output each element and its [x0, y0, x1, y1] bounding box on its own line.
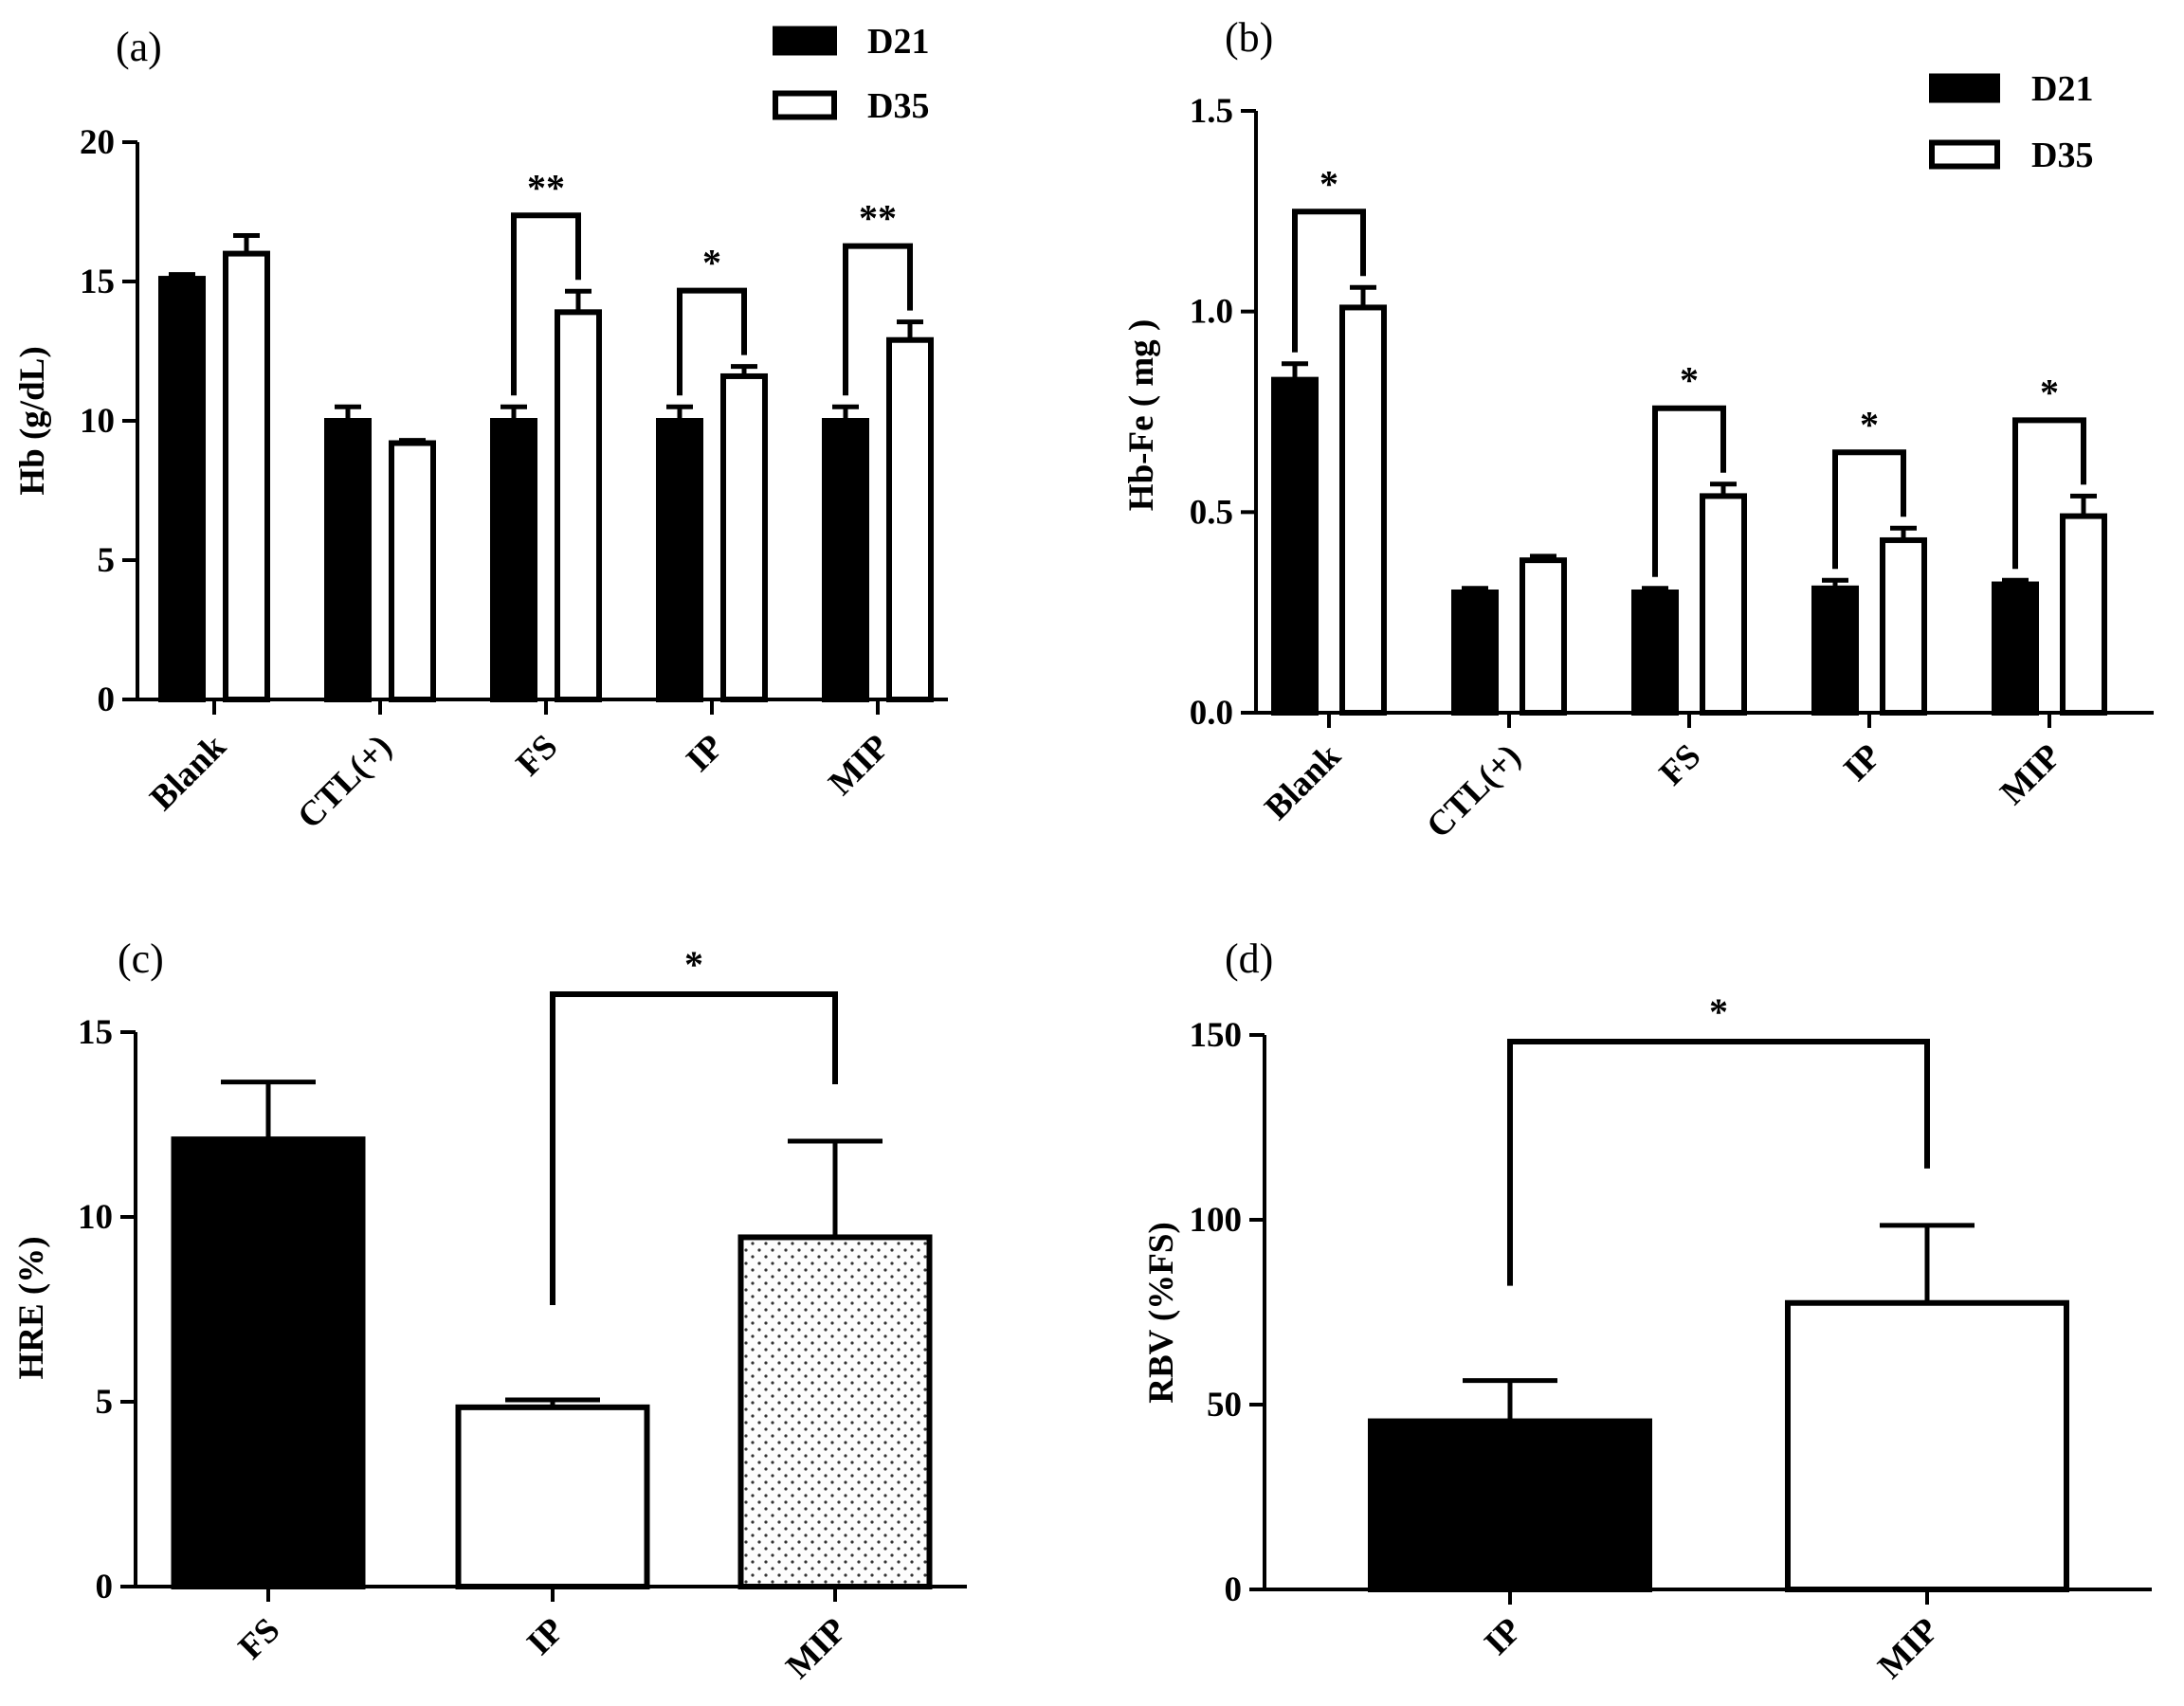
significance-label-d: * — [1709, 990, 1728, 1033]
y-tick-label-a-20: 20 — [80, 123, 115, 162]
category-label-b-blank: Blank — [1257, 736, 1348, 827]
y-tick-label-a-0: 0 — [98, 681, 116, 719]
chart-panel-c: (c) HRE (%) 0 5 10 15 FS IP MIP * — [12, 935, 967, 1686]
legend-label-a-d35: D35 — [867, 86, 929, 126]
bar-b-d35-ip — [1880, 536, 1927, 717]
significance-bracket-d — [1507, 1039, 1930, 1286]
y-tick-label-b-1-5: 1.5 — [1190, 92, 1233, 131]
legend-swatch-b-d35 — [1929, 139, 2000, 170]
category-label-a-ip: IP — [679, 727, 731, 779]
panel-label-a: (a) — [116, 24, 162, 70]
bar-a-d35-ctl — [389, 440, 436, 702]
significance-bracket-b-mip — [2012, 417, 2086, 570]
legend-swatch-a-d35 — [773, 90, 837, 120]
y-tick-label-b-0-5: 0.5 — [1190, 493, 1233, 532]
significance-bracket-a-mip — [843, 243, 913, 396]
bar-c-mip — [737, 1234, 933, 1589]
panel-label-d: (d) — [1225, 935, 1273, 982]
panel-label-b: (b) — [1225, 14, 1273, 61]
y-tick-label-b-0-0: 0.0 — [1190, 694, 1233, 733]
significance-bracket-b-ip — [1832, 449, 1906, 570]
category-label-a-ctl: CTL(+) — [290, 727, 399, 836]
category-label-a-mip: MIP — [822, 727, 898, 803]
y-axis-label-a: Hb (g/dL) — [13, 346, 52, 495]
significance-label-a-ip: * — [702, 242, 721, 284]
bar-b-d21-ip — [1811, 585, 1859, 716]
bar-a-d35-fs — [555, 309, 602, 702]
bar-c-ip — [455, 1404, 650, 1589]
bar-b-d21-ctl — [1451, 590, 1499, 716]
chart-panel-a: (a) Hb (g/dL) 0 5 10 15 20 Blank CTL(+) FS IP MIP… — [13, 22, 948, 836]
significance-bracket-c — [550, 991, 838, 1306]
y-tick-label-c-0: 0 — [96, 1568, 114, 1606]
category-label-c-mip: MIP — [779, 1610, 855, 1686]
bar-a-d21-ip — [656, 418, 703, 702]
bar-c-fs — [171, 1136, 366, 1589]
bar-a-d21-fs — [490, 418, 537, 702]
y-tick-label-c-5: 5 — [96, 1383, 114, 1422]
significance-label-a-mip: ** — [859, 197, 897, 240]
significance-label-b-blank: * — [1320, 162, 1338, 205]
significance-bracket-b-fs — [1652, 405, 1726, 577]
y-tick-label-d-100: 100 — [1190, 1201, 1243, 1240]
significance-label-a-fs: ** — [527, 166, 565, 209]
bar-a-d21-ctl — [324, 418, 372, 702]
panel-label-c: (c) — [118, 935, 164, 982]
bar-b-d35-ctl — [1520, 557, 1567, 717]
category-label-c-fs: FS — [231, 1610, 288, 1667]
category-label-b-fs: FS — [1652, 736, 1709, 793]
legend-label-a-d21: D21 — [867, 22, 929, 62]
legend-swatch-b-d21 — [1929, 73, 2000, 103]
y-tick-label-c-10: 10 — [78, 1198, 113, 1237]
y-axis-label-b: Hb-Fe ( mg ) — [1122, 319, 1161, 511]
y-tick-label-b-1-0: 1.0 — [1190, 293, 1233, 332]
category-label-c-ip: IP — [519, 1610, 572, 1662]
legend-label-b-d35: D35 — [2031, 136, 2093, 175]
category-label-b-mip: MIP — [1993, 736, 2069, 812]
category-label-b-ctl: CTL(+) — [1419, 736, 1528, 845]
bar-b-d21-blank — [1271, 376, 1319, 716]
bar-d-ip — [1368, 1418, 1652, 1593]
significance-bracket-a-fs — [511, 212, 581, 396]
bar-a-d21-blank — [158, 276, 206, 702]
significance-bracket-a-ip — [677, 287, 747, 396]
bar-a-d21-mip — [822, 418, 869, 702]
significance-bracket-b-blank — [1292, 209, 1366, 353]
y-axis-label-c: HRE (%) — [12, 1236, 51, 1379]
chart-panel-d: (d) RBV (%FS) 0 50 100 150 IP MIP * — [1142, 935, 2152, 1686]
category-label-d-ip: IP — [1477, 1610, 1529, 1662]
bar-b-d21-mip — [1992, 581, 2039, 716]
bar-a-d35-ip — [720, 372, 768, 702]
bar-b-d35-blank — [1339, 304, 1387, 716]
y-tick-label-d-0: 0 — [1225, 1570, 1243, 1609]
bar-d-mip — [1785, 1299, 2069, 1592]
y-tick-label-a-10: 10 — [80, 402, 115, 441]
chart-panel-b: (b) Hb-Fe ( mg ) 0.0 0.5 1.0 1.5 Blank CTL(+)… — [1122, 14, 2154, 845]
significance-label-b-ip: * — [1860, 403, 1879, 445]
legend-label-b-d21: D21 — [2031, 69, 2093, 109]
y-tick-label-d-50: 50 — [1207, 1386, 1242, 1425]
bar-b-d21-fs — [1631, 590, 1679, 716]
category-label-b-ip: IP — [1836, 736, 1888, 789]
significance-label-b-mip: * — [2040, 371, 2059, 413]
significance-label-c: * — [684, 943, 703, 986]
y-axis-label-d: RBV (%FS) — [1142, 1222, 1181, 1404]
bar-b-d35-fs — [1700, 493, 1747, 717]
bar-b-d35-mip — [2060, 513, 2107, 716]
legend-swatch-a-d21 — [773, 26, 837, 56]
y-tick-label-c-15: 15 — [78, 1013, 113, 1052]
bar-a-d35-blank — [223, 250, 270, 702]
category-label-a-fs: FS — [509, 727, 566, 784]
significance-label-b-fs: * — [1680, 359, 1699, 402]
bar-a-d35-mip — [886, 336, 934, 702]
y-tick-label-a-15: 15 — [80, 263, 115, 301]
category-label-d-mip: MIP — [1871, 1610, 1947, 1686]
category-label-a-blank: Blank — [142, 727, 233, 818]
y-tick-label-a-5: 5 — [98, 541, 116, 580]
y-tick-label-d-150: 150 — [1190, 1016, 1243, 1055]
